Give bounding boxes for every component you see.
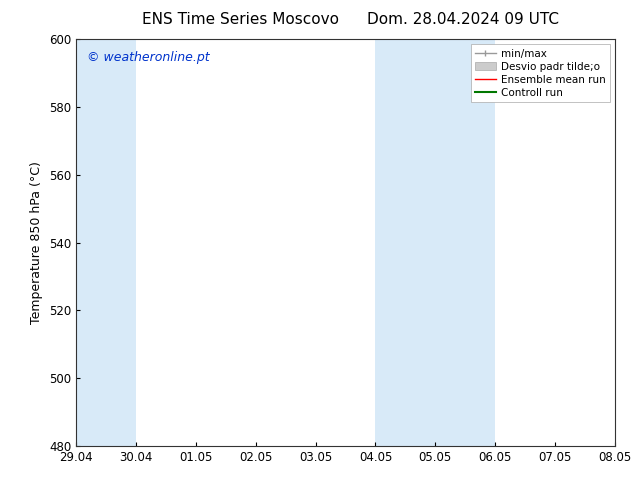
Y-axis label: Temperature 850 hPa (°C): Temperature 850 hPa (°C) bbox=[30, 161, 43, 324]
Legend: min/max, Desvio padr tilde;o, Ensemble mean run, Controll run: min/max, Desvio padr tilde;o, Ensemble m… bbox=[470, 45, 610, 102]
Text: Dom. 28.04.2024 09 UTC: Dom. 28.04.2024 09 UTC bbox=[367, 12, 559, 27]
Text: ENS Time Series Moscovo: ENS Time Series Moscovo bbox=[143, 12, 339, 27]
Bar bbox=[76, 39, 136, 446]
Bar bbox=[615, 39, 634, 446]
Bar bbox=[375, 39, 495, 446]
Text: © weatheronline.pt: © weatheronline.pt bbox=[87, 51, 209, 64]
